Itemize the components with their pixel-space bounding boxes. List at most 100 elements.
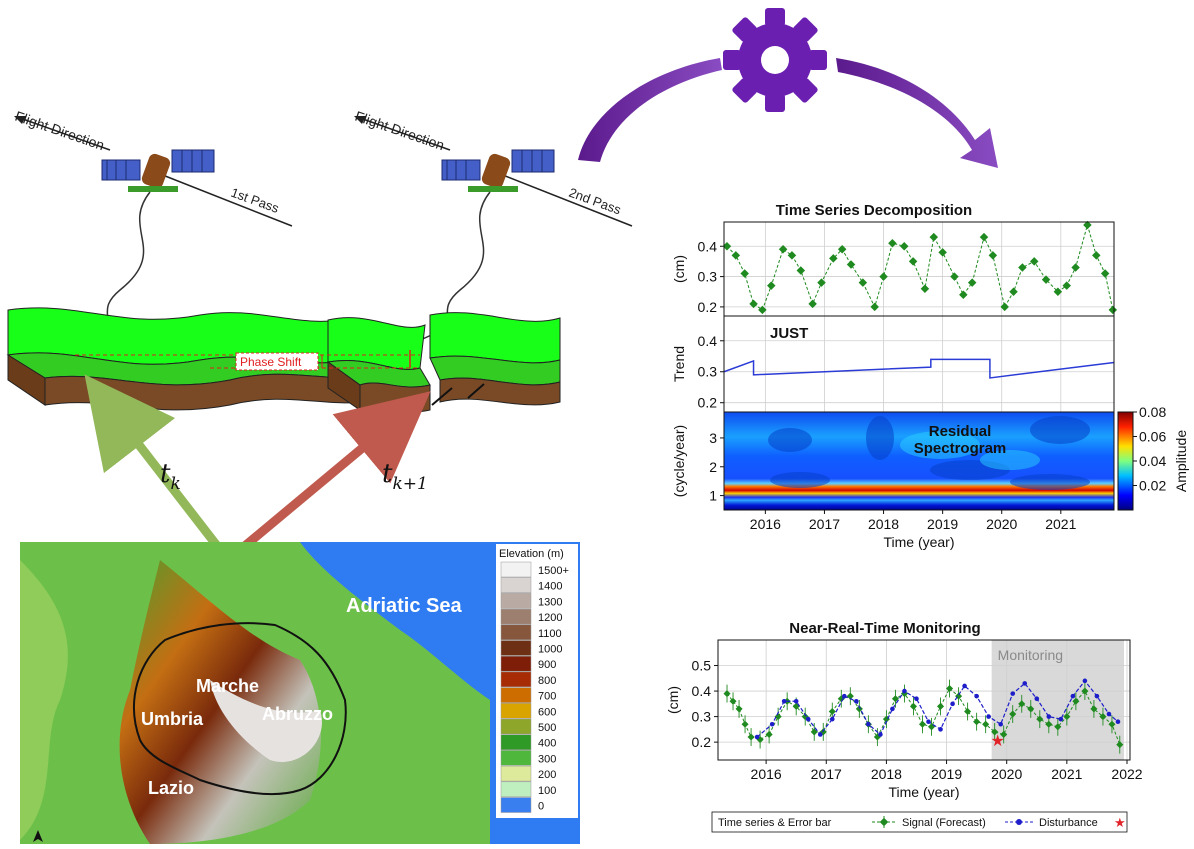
monitoring-region-label: Monitoring [998,647,1063,663]
legend-swatch [500,624,532,641]
forecast-point [998,721,1003,727]
forecast-point [793,698,799,704]
legend-title: Time series & Error bar [718,817,832,829]
legend-swatch [500,781,532,798]
pass-label-right: 2nd Pass [567,185,624,218]
y-tick-label: 0.3 [692,709,712,725]
legend-label: 700 [538,691,556,703]
legend-label: 1300 [538,596,562,608]
data-point [810,728,818,736]
data-point [1018,700,1026,708]
spectrogram-blob [866,416,894,460]
data-point [858,278,868,287]
legend-label: 500 [538,722,556,734]
x-tick-label: 2017 [809,516,840,532]
data-point [959,290,968,300]
data-point [740,269,749,278]
curved-arrow-left [578,58,722,162]
phase-shift-label: Phase Shift [240,355,302,369]
colorbar-tick-label: 0.04 [1139,453,1166,469]
data-point [787,251,797,260]
legend-label: 1400 [538,581,562,593]
legend-marker-forecast [1016,819,1022,825]
satellite-icon-right [441,149,555,192]
spectrogram-blob [1010,474,1090,490]
forecast-point [805,716,811,722]
data-point [988,251,998,260]
y-tick-label: 0.4 [692,683,712,699]
data-point [1071,263,1080,272]
data-point [767,281,776,290]
spectrogram-title-line2: Spectrogram [914,440,1007,457]
x-tick-label: 2017 [811,766,842,782]
forecast-point [962,683,967,689]
legend-swatch [500,655,532,672]
data-point [749,299,758,309]
time-arrow-left [84,374,232,563]
flight-direction-label-left: Flight Direction [13,108,106,154]
data-point [774,713,782,721]
spectrogram-blob [900,431,980,459]
forecast-point [1106,711,1112,717]
trend-method-label: JUST [770,325,808,342]
series-line [726,223,1114,311]
legend-label: 100 [538,785,556,797]
ground-block-right [326,312,561,413]
phase-shift-marker: Phase Shift [75,352,420,371]
y-axis-label: (cm) [665,686,681,714]
data-point [846,260,856,269]
data-point [723,690,731,698]
x-tick-label: 2018 [871,766,902,782]
forecast-point [1034,696,1040,702]
legend-label: 200 [538,769,556,781]
legend-label: 400 [538,738,556,750]
x-axis-label: Time (year) [883,534,954,550]
time-label-left: tk [160,459,181,494]
forecast-point [1010,691,1016,696]
time-arrow-right [225,391,431,564]
elevation-legend-title: Elevation (m) [499,548,564,560]
data-point [909,702,918,710]
legend-swatch [500,734,532,750]
data-point [765,730,773,739]
legend-marker-disturbance: ★ [1114,815,1126,830]
y-tick-label: 0.4 [698,238,718,254]
y-tick-label: 0.2 [692,734,712,750]
data-point [1062,281,1071,290]
legend-marker-series [879,817,889,827]
data-point [846,692,854,700]
colorbar-tick-label: 0.08 [1139,404,1166,420]
y-tick-label: 0.3 [698,269,718,285]
legend-label: 0 [538,801,544,813]
forecast-point [890,706,895,712]
data-point [828,707,836,716]
time-label-right: tk+1 [382,459,428,494]
y-tick-label: 0.3 [698,364,718,380]
colorbar-tick-label: 0.06 [1139,429,1166,445]
legend-label-signal: Signal (Forecast) [902,817,986,829]
x-tick-label: 2021 [1051,766,1082,782]
region-label-marche: Marche [196,676,259,696]
data-point [855,705,863,713]
y-tick-label: 3 [709,430,717,446]
legend-swatch [500,797,532,813]
forecast-point [854,698,859,704]
forecast-point [974,693,979,699]
legend-swatch [500,671,532,688]
legend-swatch [500,561,532,578]
forecast-point [1070,693,1076,699]
x-tick-label: 2019 [927,516,958,532]
trend-line [723,358,1115,379]
legend-label: 600 [538,706,556,718]
forecast-point [754,734,760,740]
legend-label: 1100 [538,628,562,640]
elevation-legend-rows: 1500+14001300120011001000900800700600500… [500,561,569,813]
data-point [1009,710,1017,718]
data-point [899,242,909,251]
data-point [817,278,826,287]
ground-block-left [6,307,382,411]
legend-label-disturbance: Disturbance [1039,817,1098,829]
plot-frame [717,639,1131,761]
x-tick-label: 2016 [751,766,782,782]
